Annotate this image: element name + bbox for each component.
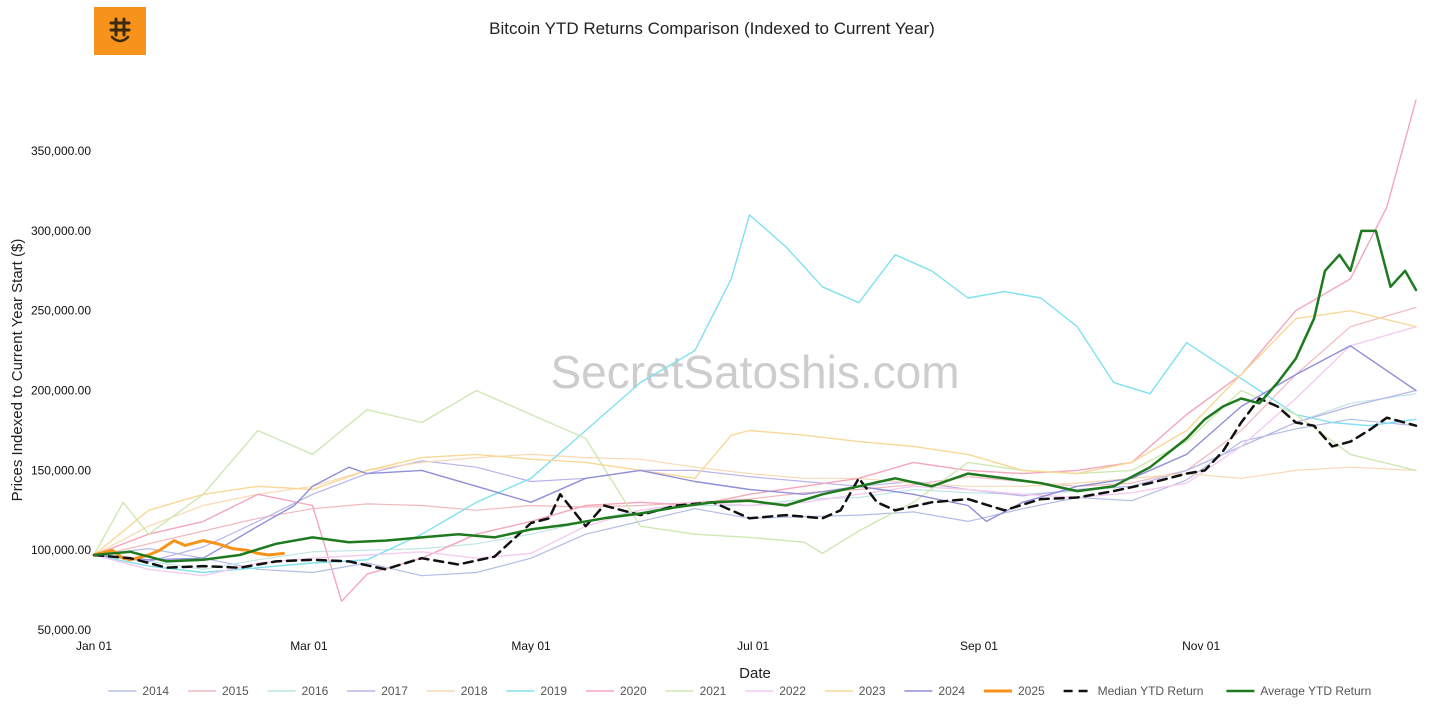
legend-item-2019: 2019 — [506, 684, 567, 698]
legend-label: 2019 — [540, 684, 567, 698]
x-tick-label: Nov 01 — [1182, 639, 1220, 653]
series-line-median-ytd-return — [92, 397, 1418, 571]
series-line-2019 — [93, 214, 1417, 574]
legend-label: 2016 — [302, 684, 329, 698]
legend: 2014 2015 2016 2017 2018 2019 2020 2021 2022 2023… — [108, 684, 1371, 698]
legend-item-2015: 2015 — [188, 684, 249, 698]
y-tick-label: 250,000.00 — [31, 304, 91, 318]
legend-item-2020: 2020 — [586, 684, 647, 698]
series-line-2016 — [93, 393, 1417, 570]
series-line-2024 — [93, 345, 1417, 561]
legend-item-median-ytd-return: Median YTD Return — [1063, 684, 1204, 698]
y-axis-title: Prices Indexed to Current Year Start ($) — [9, 239, 26, 502]
legend-label: 2020 — [620, 684, 647, 698]
x-tick-label: Jan 01 — [76, 639, 112, 653]
series-line-2021 — [93, 389, 1417, 556]
y-tick-label: 300,000.00 — [31, 224, 91, 238]
legend-label: Average YTD Return — [1260, 684, 1371, 698]
series-lines — [92, 99, 1418, 602]
series-line-2022 — [93, 326, 1417, 577]
legend-item-2022: 2022 — [745, 684, 806, 698]
legend-item-2014: 2014 — [108, 684, 169, 698]
legend-label: 2021 — [700, 684, 727, 698]
y-tick-label: 200,000.00 — [31, 384, 91, 398]
bitcoin-smile-icon — [109, 17, 131, 43]
x-axis-title: Date — [739, 665, 771, 682]
x-tick-label: May 01 — [511, 639, 551, 653]
series-line-2015 — [93, 306, 1417, 558]
legend-label: 2014 — [142, 684, 169, 698]
legend-item-2024: 2024 — [904, 684, 965, 698]
x-tick-label: Mar 01 — [290, 639, 328, 653]
y-axis-ticks: 50,000.00 100,000.00 150,000.00 200,000.00 2… — [31, 144, 91, 637]
y-tick-label: 350,000.00 — [31, 144, 91, 158]
series-line-2023 — [93, 310, 1417, 556]
logo-badge — [94, 7, 146, 55]
legend-label: 2018 — [461, 684, 488, 698]
y-tick-label: 150,000.00 — [31, 463, 91, 477]
legend-label: 2015 — [222, 684, 249, 698]
y-tick-label: 100,000.00 — [31, 543, 91, 557]
legend-item-2016: 2016 — [267, 684, 329, 698]
series-line-2014 — [93, 418, 1417, 577]
chart-title: Bitcoin YTD Returns Comparison (Indexed … — [489, 19, 935, 38]
legend-label: 2025 — [1018, 684, 1045, 698]
legend-label: Median YTD Return — [1098, 684, 1204, 698]
legend-item-average-ytd-return: Average YTD Return — [1226, 684, 1371, 698]
y-tick-label: 50,000.00 — [38, 623, 92, 637]
series-line-2017 — [93, 389, 1417, 563]
legend-label: 2017 — [381, 684, 408, 698]
legend-item-2017: 2017 — [347, 684, 408, 698]
legend-label: 2022 — [779, 684, 806, 698]
legend-item-2025: 2025 — [984, 684, 1045, 698]
legend-item-2018: 2018 — [426, 684, 488, 698]
legend-label: 2023 — [859, 684, 886, 698]
x-tick-label: Sep 01 — [960, 639, 998, 653]
x-tick-label: Jul 01 — [737, 639, 769, 653]
legend-item-2023: 2023 — [824, 684, 886, 698]
legend-label: 2024 — [938, 684, 965, 698]
series-line-average-ytd-return — [92, 229, 1418, 563]
watermark: SecretSatoshis.com — [550, 346, 959, 398]
legend-item-2021: 2021 — [665, 684, 727, 698]
x-axis-ticks: Jan 01 Mar 01 May 01 Jul 01 Sep 01 Nov 01 — [76, 639, 1220, 653]
